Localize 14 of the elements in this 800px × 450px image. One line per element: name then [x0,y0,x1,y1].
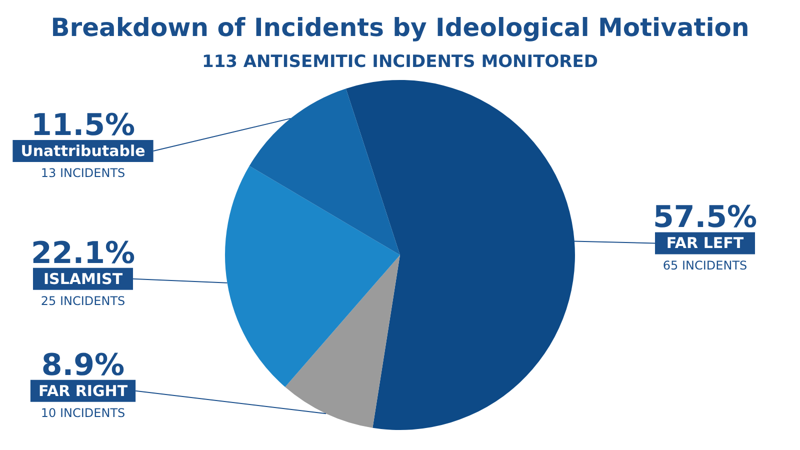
chart-title: Breakdown of Incidents by Ideological Motivation [50,12,750,44]
text: 13 INCIDENTS [40,166,126,180]
slice-label: FAR RIGHT [38,382,128,400]
text: 25 INCIDENTS [40,294,126,308]
slice-label: Unattributable [20,142,146,160]
slice-label: ISLAMIST [43,270,124,288]
chart-subtitle: 113 ANTISEMITIC INCIDENTS MONITORED [201,51,599,74]
text: 10 INCIDENTS [40,406,126,420]
data-label: 22.1% [30,236,136,271]
data-label: 11.5% [30,108,136,143]
slice-label: FAR LEFT [666,234,744,252]
data-label: 57.5% [652,200,758,236]
text: 65 INCIDENTS [662,258,748,272]
data-label: 8.9% [41,348,125,383]
